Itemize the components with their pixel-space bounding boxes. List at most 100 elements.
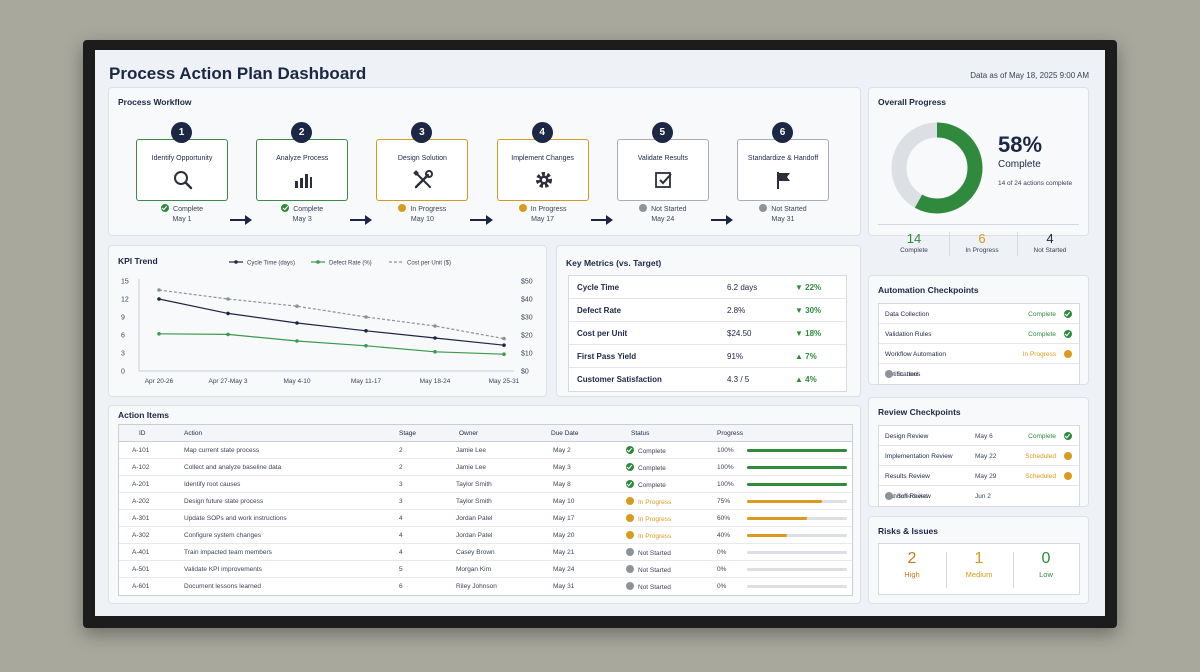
y-axis-tick: 6 (121, 333, 125, 340)
action-progress-value: 0% (717, 583, 727, 590)
flow-arrow (710, 215, 734, 225)
legend-label: Cycle Time (days) (247, 261, 295, 267)
step-box[interactable]: Identify Opportunity (136, 139, 228, 201)
flow-arrow (350, 215, 373, 225)
column-header[interactable]: Action (184, 430, 203, 437)
checkpoint-status: Scheduled (1025, 453, 1056, 460)
checkpoint-row[interactable]: Validation Rules Complete (879, 324, 1079, 344)
table-row[interactable]: A-101 Map current state process 2 Jamie Lee… (119, 442, 852, 459)
column-header[interactable]: Progress (717, 430, 744, 437)
action-due-date: May 17 (553, 515, 575, 522)
column-header[interactable]: Stage (399, 430, 416, 437)
action-owner: Jordan Patel (456, 532, 493, 539)
step-box[interactable]: Implement Changes (496, 139, 589, 201)
action-progress-value: 100% (717, 481, 734, 488)
checkpoint-row[interactable]: Data Collection Complete (879, 304, 1079, 324)
progress-bar-fill (747, 466, 847, 469)
step-box[interactable]: Design Solution (376, 139, 469, 201)
step-status-text: In Progress (530, 206, 567, 213)
column-header[interactable]: Due Date (551, 430, 579, 437)
tools-icon (411, 168, 435, 192)
metric-name: Customer Satisfaction (577, 375, 662, 384)
overall-stat: 4 Not Started (1017, 231, 1083, 254)
step-number-badge: 6 (772, 122, 793, 143)
checkpoint-name: Data Collection (885, 311, 930, 318)
risk-count-high[interactable]: 2 High (879, 550, 945, 579)
check-icon (1064, 432, 1072, 440)
checkpoint-row[interactable]: Results Review May 29 Scheduled (879, 466, 1079, 486)
status-dot (626, 565, 634, 573)
table-row[interactable]: A-102 Collect and analyze baseline data 2 J… (119, 459, 852, 476)
progress-bar-fill (747, 449, 847, 452)
workflow-step[interactable]: Design Solution 3 In Progress May 10 (376, 88, 469, 223)
stat-value: 4 (1046, 231, 1054, 246)
metric-delta: ▼ 30% (795, 306, 822, 315)
automation-title: Automation Checkpoints (878, 285, 979, 295)
workflow-step[interactable]: Standardize & Handoff 6 Not Started May 31 (737, 88, 829, 223)
workflow-step[interactable]: Analyze Process 2 Complete May 3 (256, 88, 349, 223)
risk-count-low[interactable]: 0 Low (1013, 550, 1079, 579)
data-timestamp: Data as of May 18, 2025 9:00 AM (970, 71, 1089, 80)
action-status-text: Complete (638, 448, 666, 455)
step-status-text: Not Started (771, 206, 807, 213)
x-axis-tick: Apr 20-26 (145, 378, 174, 385)
action-due-date: May 21 (553, 549, 575, 556)
metric-delta: ▼ 22% (795, 283, 822, 292)
step-label: Implement Changes (511, 155, 574, 162)
progress-donut (891, 122, 983, 214)
action-progress-value: 0% (717, 549, 727, 556)
step-box[interactable]: Standardize & Handoff (737, 139, 829, 201)
action-owner: Riley Johnson (456, 583, 497, 590)
action-id: A-101 (132, 447, 150, 454)
checkpoint-row[interactable]: Notifications Not Started (879, 364, 1079, 384)
step-number-badge: 2 (291, 122, 313, 143)
workflow-step[interactable]: Identify Opportunity 1 Complete May 1 (136, 88, 228, 223)
workflow-step[interactable]: Implement Changes 4 In Progress May 17 (496, 88, 589, 223)
table-row[interactable]: A-301 Update SOPs and work instructions 4 J… (119, 510, 852, 527)
table-row[interactable]: A-501 Validate KPI improvements 5 Morgan Ki… (119, 561, 852, 578)
checkpoint-row[interactable]: Handoff Review Jun 2 Not Scheduled (879, 486, 1079, 506)
action-id: A-302 (132, 532, 150, 539)
flow-arrow (470, 215, 493, 225)
kpi-trend-chart: KPI Trend Cycle Time (days) Defect Rate (%… (118, 256, 533, 385)
magnifier-icon (171, 168, 195, 192)
y2-axis-tick: $20 (521, 333, 533, 340)
column-header[interactable]: Status (631, 430, 650, 437)
y2-axis-tick: $50 (521, 279, 533, 286)
checkpoint-row[interactable]: Workflow Automation In Progress (879, 344, 1079, 364)
action-name: Design future state process (184, 498, 264, 505)
checkpoint-row[interactable]: Design Review May 6 Complete (879, 426, 1079, 446)
action-items-card: Action Items ID Action Stage Owner Due Date S… (108, 405, 861, 604)
dashboard-screen: Process Action Plan Dashboard Data as of… (95, 50, 1105, 616)
step-box[interactable]: Analyze Process (256, 139, 349, 201)
automation-checkpoints-card: Automation Checkpoints Data Collection Co… (868, 275, 1089, 385)
table-header-row: ID Action Stage Owner Due Date Status Progress (119, 425, 852, 442)
risk-count: 0 (1041, 550, 1051, 567)
risk-count-medium[interactable]: 1 Medium (946, 550, 1012, 579)
column-header[interactable]: Owner (459, 430, 479, 437)
risk-separator (1013, 552, 1014, 588)
action-stage: 4 (399, 532, 403, 539)
step-box[interactable]: Validate Results (616, 139, 709, 201)
workflow-step[interactable]: Validate Results 5 Not Started May 24 (616, 88, 709, 223)
column-header[interactable]: ID (139, 430, 146, 437)
checkpoint-date: Jun 2 (975, 493, 991, 500)
table-row[interactable]: A-601 Document lessons learned 6 Riley John… (119, 578, 852, 595)
action-status: Not Started (626, 548, 671, 557)
metric-name: First Pass Yield (577, 352, 637, 361)
step-date: May 17 (531, 216, 555, 223)
table-row[interactable]: A-302 Configure system changes 4 Jordan Pat… (119, 527, 852, 544)
table-row[interactable]: A-401 Train impacted team members 4 Casey B… (119, 544, 852, 561)
status-dot (1064, 472, 1072, 480)
table-row[interactable]: A-202 Design future state process 3 Taylor … (119, 493, 852, 510)
status-dot (626, 548, 634, 556)
progress-bar-fill (747, 517, 807, 520)
action-due-date: May 8 (553, 481, 571, 488)
table-row[interactable]: A-201 Identify root causes 3 Taylor Smith Ma… (119, 476, 852, 493)
checkpoint-row[interactable]: Implementation Review May 22 Scheduled (879, 446, 1079, 466)
flow-arrow (590, 215, 613, 225)
risk-level-label: Medium (965, 570, 993, 579)
step-status-text: Complete (293, 206, 324, 213)
action-id: A-401 (132, 549, 150, 556)
risk-level-label: High (904, 570, 920, 579)
